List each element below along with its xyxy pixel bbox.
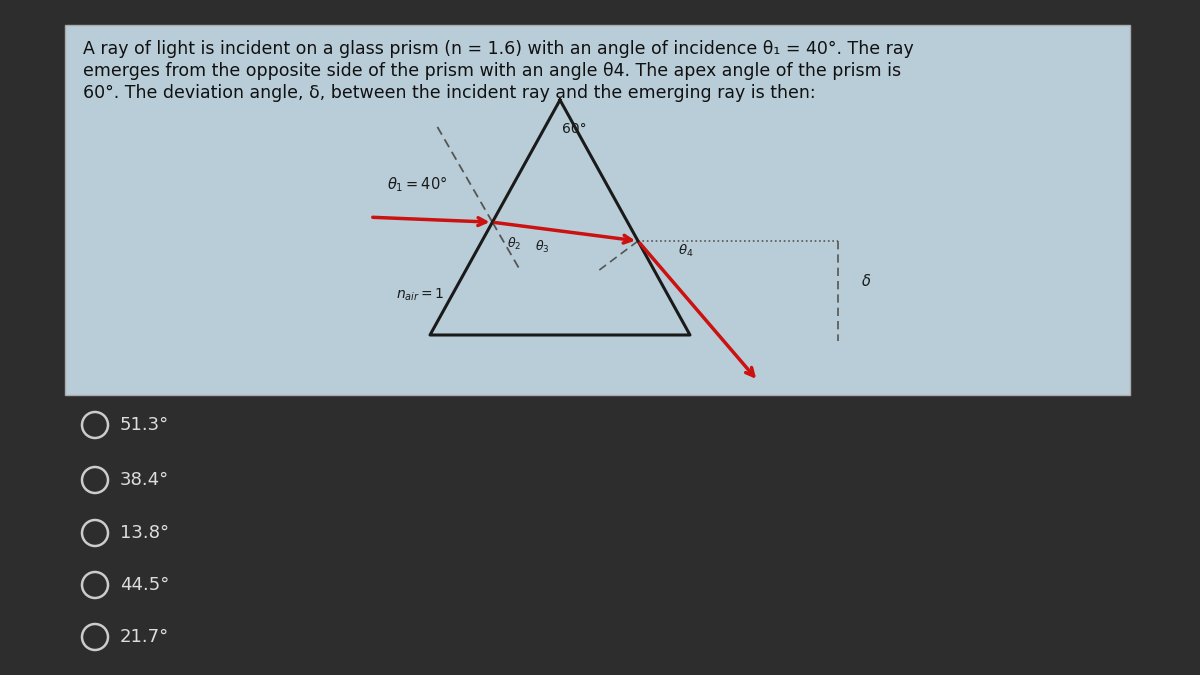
Text: $\theta_3$: $\theta_3$ xyxy=(535,239,550,255)
Text: 13.8°: 13.8° xyxy=(120,524,169,542)
Text: $n_{air} = 1$: $n_{air} = 1$ xyxy=(396,287,444,303)
Text: 38.4°: 38.4° xyxy=(120,471,169,489)
Text: 60°: 60° xyxy=(562,122,587,136)
Text: $\theta_4$: $\theta_4$ xyxy=(678,243,694,259)
Text: 44.5°: 44.5° xyxy=(120,576,169,594)
Text: 60°. The deviation angle, δ, between the incident ray and the emerging ray is th: 60°. The deviation angle, δ, between the… xyxy=(83,84,816,102)
Text: emerges from the opposite side of the prism with an angle θ4. The apex angle of : emerges from the opposite side of the pr… xyxy=(83,62,901,80)
Text: $\delta$: $\delta$ xyxy=(860,273,871,289)
Text: $\theta_2$: $\theta_2$ xyxy=(508,236,522,252)
Text: 51.3°: 51.3° xyxy=(120,416,169,434)
FancyBboxPatch shape xyxy=(65,25,1130,395)
Text: $\theta_1 = 40°$: $\theta_1 = 40°$ xyxy=(388,174,448,194)
Text: 21.7°: 21.7° xyxy=(120,628,169,646)
Text: A ray of light is incident on a glass prism (n = 1.6) with an angle of incidence: A ray of light is incident on a glass pr… xyxy=(83,40,913,58)
